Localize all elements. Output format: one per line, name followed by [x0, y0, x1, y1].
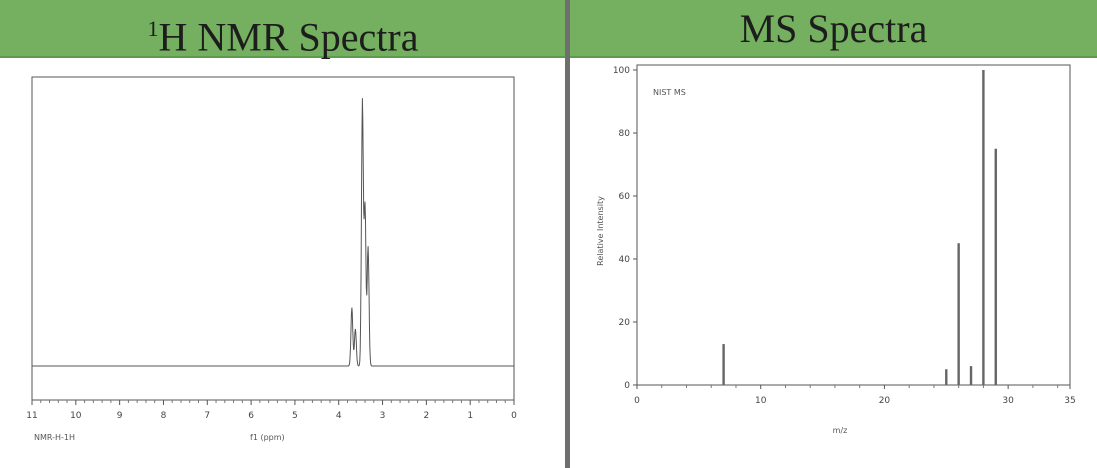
nmr-spectrum-line — [32, 98, 514, 367]
ms-x-tick-label: 35 — [1064, 396, 1075, 406]
nmr-x-tick-label: 11 — [26, 411, 37, 421]
ms-bars — [722, 70, 997, 385]
nmr-x-tick-label: 0 — [511, 411, 517, 421]
nmr-x-ticks: 11 10 9 8 7 6 5 4 3 2 1 0 — [26, 400, 517, 421]
ms-title: MS Spectra — [739, 6, 928, 51]
nmr-x-tick-label: 2 — [423, 411, 429, 421]
nmr-x-tick-label: 10 — [70, 411, 82, 421]
nmr-header: 1H NMR Spectra — [0, 0, 566, 59]
ms-y-tick-label: 80 — [619, 129, 631, 139]
nmr-title-text: H NMR Spectra — [158, 14, 419, 60]
nmr-x-label: f1 (ppm) — [250, 433, 285, 442]
nmr-x-tick-label: 3 — [380, 411, 386, 421]
nmr-x-tick-label: 4 — [336, 411, 342, 421]
ms-y-tick-label: 100 — [613, 66, 630, 76]
ms-x-tick-label: 0 — [634, 396, 640, 406]
ms-header: MS Spectra — [570, 0, 1097, 58]
nmr-title: 1H NMR Spectra — [0, 0, 566, 66]
nmr-title-superscript: 1 — [147, 16, 159, 41]
ms-y-label: Relative Intensity — [596, 196, 605, 266]
ms-bar — [994, 148, 997, 385]
ms-bar — [957, 243, 960, 385]
ms-x-tick-label: 20 — [879, 396, 891, 406]
nmr-footnote: NMR-H-1H — [34, 433, 75, 442]
nmr-x-tick-label: 6 — [248, 411, 254, 421]
ms-y-ticks: 0 20 40 60 80 100 — [613, 66, 637, 391]
ms-bar — [722, 344, 725, 385]
ms-bar — [969, 366, 973, 385]
ms-bar — [945, 369, 948, 385]
nmr-x-tick-label: 5 — [292, 411, 298, 421]
ms-chart: NIST MS 0 10 20 30 35 0 20 40 60 80 100 Relative … — [596, 64, 1076, 435]
nmr-chart: 11 10 9 8 7 6 5 4 3 2 1 0 NMR-H-1H f1 (ppm) — [26, 76, 517, 442]
ms-y-tick-label: 40 — [619, 255, 631, 265]
ms-y-tick-label: 0 — [624, 381, 630, 391]
ms-x-ticks: 0 10 20 30 35 — [634, 385, 1076, 406]
ms-x-tick-label: 30 — [1002, 396, 1014, 406]
nmr-x-tick-label: 7 — [204, 411, 210, 421]
ms-y-tick-label: 20 — [619, 318, 631, 328]
nmr-x-tick-label: 9 — [117, 411, 123, 421]
ms-plot-frame — [636, 64, 1071, 386]
panel-divider — [565, 0, 570, 468]
nmr-x-tick-label: 8 — [161, 411, 167, 421]
ms-legend-text: NIST MS — [653, 88, 686, 97]
ms-x-label: m/z — [833, 426, 848, 435]
ms-x-tick-label: 10 — [755, 396, 767, 406]
ms-y-tick-label: 60 — [619, 192, 631, 202]
nmr-plot-frame — [31, 76, 515, 401]
nmr-x-tick-label: 1 — [467, 411, 473, 421]
ms-bar — [982, 70, 985, 385]
